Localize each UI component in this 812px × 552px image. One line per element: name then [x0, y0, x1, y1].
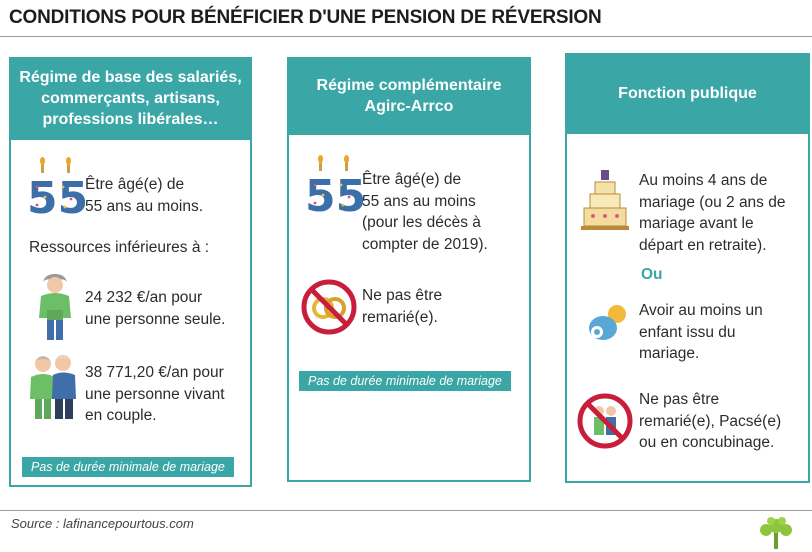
remarry-line: Ne pas être: [639, 391, 720, 408]
couple-line: 38 771,20 €/an pour: [85, 364, 224, 381]
age-line: 55 ans au moins: [362, 192, 476, 210]
card-agirc-arrco: Régime complémentaire Agirc-Arrco 55 Êtr…: [287, 57, 531, 482]
remarry-line: Ne pas être: [362, 287, 443, 304]
birthday-55-icon: 55: [305, 155, 363, 215]
marriage-line: mariage (ou 2 ans de: [639, 193, 786, 211]
header-line: Fonction publique: [618, 85, 757, 102]
card-agirc-arrco-header: Régime complémentaire Agirc-Arrco: [287, 57, 531, 135]
resources-label: Ressources inférieures à :: [29, 239, 210, 256]
single-line: 24 232 €/an pour: [85, 289, 203, 306]
couple-line: en couple.: [85, 407, 157, 424]
child-line: mariage.: [639, 345, 700, 362]
age-line: Être âgé(e) de: [362, 171, 462, 188]
couple-line: une personne vivant: [85, 385, 225, 403]
age-line: (pour les décès à: [362, 214, 481, 231]
footer-divider: [0, 510, 812, 511]
no-min-marriage-tag: Pas de durée minimale de mariage: [299, 371, 511, 391]
tree-logo-icon: [760, 517, 792, 549]
header-line: professions libérales…: [42, 111, 219, 128]
no-rings-icon: [301, 279, 357, 335]
person-icon: [39, 274, 71, 340]
header-line: Agirc-Arrco: [364, 98, 454, 115]
card-fonction-publique-header: Fonction publique: [565, 53, 810, 134]
child-line: enfant issu du: [639, 323, 736, 341]
age-55-number: 55: [305, 171, 363, 215]
header-line: Régime complémentaire: [316, 77, 502, 94]
card-fonction-publique: Fonction publique Au moins 4 ans de mari…: [565, 53, 810, 483]
child-line: Avoir au moins un: [639, 302, 763, 319]
no-couple-icon: [577, 393, 633, 449]
age-line: compter de 2019).: [362, 235, 488, 253]
couple-icon: [30, 355, 76, 419]
marriage-line: départ en retraite).: [639, 236, 767, 254]
remarry-line: remarié(e), Pacsé(e): [639, 412, 782, 430]
card-regime-base-header: Régime de base des salariés, commerçants…: [9, 57, 252, 140]
marriage-line: mariage avant le: [639, 215, 754, 232]
age-line: 55 ans au moins.: [85, 197, 204, 215]
header-line: commerçants, artisans,: [41, 90, 220, 107]
card-regime-base: Régime de base des salariés, commerçants…: [9, 57, 252, 487]
wedding-cake-icon: [581, 170, 629, 230]
birthday-55-icon: 55: [27, 157, 85, 217]
page-title: CONDITIONS POUR BÉNÉFICIER D'UNE PENSION…: [9, 7, 602, 28]
pacifier-icon: [589, 305, 626, 340]
remarry-line: remarié(e).: [362, 308, 438, 326]
age-55-number: 55: [27, 173, 85, 217]
title-divider: [0, 36, 812, 37]
or-label: Ou: [641, 266, 663, 283]
no-min-marriage-tag: Pas de durée minimale de mariage: [22, 457, 234, 477]
marriage-line: Au moins 4 ans de: [639, 172, 768, 189]
single-line: une personne seule.: [85, 310, 226, 328]
header-line: Régime de base des salariés,: [19, 69, 242, 86]
remarry-line: ou en concubinage.: [639, 434, 775, 451]
source-credit: Source : lafinancepourtous.com: [11, 516, 194, 531]
age-line: Être âgé(e) de: [85, 176, 185, 193]
